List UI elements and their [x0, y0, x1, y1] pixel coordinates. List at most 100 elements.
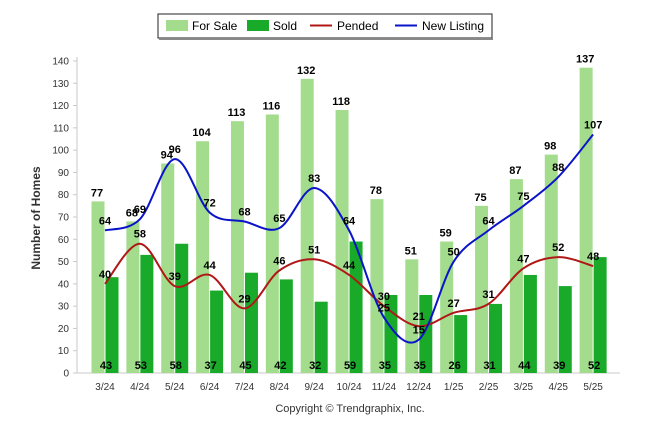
sold-label: 43: [100, 360, 112, 372]
for-sale-bar: [405, 259, 419, 373]
y-tick-label: 20: [58, 324, 70, 335]
x-tick-label: 9/24: [304, 382, 324, 393]
y-tick-label: 10: [58, 346, 70, 357]
sold-bar: [210, 290, 224, 373]
for-sale-bar: [509, 179, 523, 373]
lines: [104, 133, 594, 344]
new-listing-label: 64: [482, 215, 495, 227]
sold-label: 53: [135, 360, 147, 372]
pended-label: 52: [552, 242, 564, 254]
legend-label-pended: Pended: [337, 19, 378, 33]
new-listing-label: 96: [169, 144, 181, 156]
sold-label: 35: [379, 360, 391, 372]
new-listing-label: 69: [134, 204, 146, 216]
for-sale-label: 75: [474, 192, 486, 204]
for-sale-label: 132: [297, 65, 315, 77]
pended-label: 29: [238, 293, 250, 305]
x-tick-label: 3/25: [514, 382, 534, 393]
y-tick-label: 50: [58, 257, 70, 268]
for-sale-bar: [196, 141, 210, 373]
x-tick-label: 11/24: [372, 382, 397, 393]
x-tick-label: 6/24: [200, 382, 220, 393]
sold-label: 59: [344, 360, 356, 372]
for-sale-label: 59: [440, 228, 452, 240]
for-sale-label: 118: [332, 96, 350, 108]
sold-bar: [454, 315, 468, 373]
x-tick-label: 12/24: [406, 382, 431, 393]
y-tick-label: 100: [52, 146, 69, 157]
copyright-text: Copyright © Trendgraphix, Inc.: [275, 403, 424, 415]
for-sale-label: 78: [370, 185, 382, 197]
new-listing-line: [104, 133, 594, 344]
data-labels: 77 68 94 104 113 116 132 118 78 51 59 75 87 98 137 43 53…: [91, 54, 602, 372]
pended-label: 48: [587, 251, 599, 263]
y-tick-label: 90: [58, 168, 70, 179]
new-listing-label: 88: [552, 162, 564, 174]
pended-label: 51: [308, 244, 320, 256]
sold-label: 58: [170, 360, 182, 372]
sold-bar: [105, 277, 119, 373]
y-tick-label: 0: [63, 369, 69, 380]
for-sale-label: 116: [262, 100, 280, 112]
x-tick-label: 7/24: [235, 382, 255, 393]
sold-bar: [314, 301, 328, 373]
new-listing-label: 65: [273, 213, 285, 225]
y-tick-label: 110: [53, 123, 69, 134]
new-listing-label: 107: [584, 120, 602, 132]
y-tick-label: 120: [52, 101, 69, 112]
sold-label: 52: [588, 360, 600, 372]
x-tick-label: 8/24: [270, 382, 290, 393]
y-axis-label: Number of Homes: [29, 166, 43, 270]
for-sale-bar: [126, 221, 140, 373]
legend-swatch-for-sale: [166, 20, 188, 31]
bars: [91, 67, 607, 374]
x-tick-label: 1/25: [444, 382, 464, 393]
x-tick-label: 4/25: [549, 382, 569, 393]
pended-label: 58: [134, 229, 146, 241]
for-sale-label: 98: [544, 141, 556, 153]
for-sale-bar: [440, 241, 454, 373]
y-tick-label: 130: [52, 79, 69, 90]
for-sale-label: 87: [509, 165, 521, 177]
sold-bar: [349, 241, 363, 373]
for-sale-bar: [300, 78, 314, 373]
sold-bar: [175, 243, 189, 373]
pended-label: 47: [517, 253, 529, 265]
x-tick-label: 2/25: [479, 382, 499, 393]
pended-label: 30: [378, 291, 390, 303]
sold-label: 31: [483, 360, 495, 372]
sold-label: 35: [414, 360, 426, 372]
pended-label: 40: [99, 269, 111, 281]
for-sale-label: 104: [192, 127, 211, 139]
for-sale-bar: [265, 114, 279, 373]
sold-bar: [593, 257, 607, 373]
pended-label: 44: [203, 260, 216, 272]
for-sale-bar: [370, 199, 384, 373]
legend-swatch-sold: [247, 20, 269, 31]
for-sale-bar: [335, 110, 349, 374]
legend-label-for-sale: For Sale: [192, 19, 238, 33]
sold-bar: [489, 303, 503, 373]
for-sale-label: 51: [405, 245, 417, 257]
for-sale-bar: [475, 205, 489, 373]
sold-label: 44: [518, 360, 531, 372]
pended-label: 39: [169, 271, 181, 283]
x-tick-label: 10/24: [337, 382, 362, 393]
for-sale-label: 68: [126, 207, 138, 219]
sold-label: 32: [309, 360, 321, 372]
y-tick-label: 70: [58, 213, 70, 224]
sold-label: 26: [449, 360, 461, 372]
pended-label: 46: [273, 255, 285, 267]
for-sale-bar: [230, 121, 244, 374]
for-sale-label: 137: [576, 54, 594, 66]
new-listing-label: 25: [378, 302, 390, 314]
pended-label: 44: [343, 260, 356, 272]
sold-label: 45: [239, 360, 251, 372]
y-tick-label: 140: [52, 57, 69, 68]
pended-label: 31: [482, 289, 494, 301]
sold-label: 39: [553, 360, 565, 372]
for-sale-bar: [91, 201, 105, 373]
legend-label-sold: Sold: [273, 19, 297, 33]
sold-bar: [419, 295, 433, 373]
